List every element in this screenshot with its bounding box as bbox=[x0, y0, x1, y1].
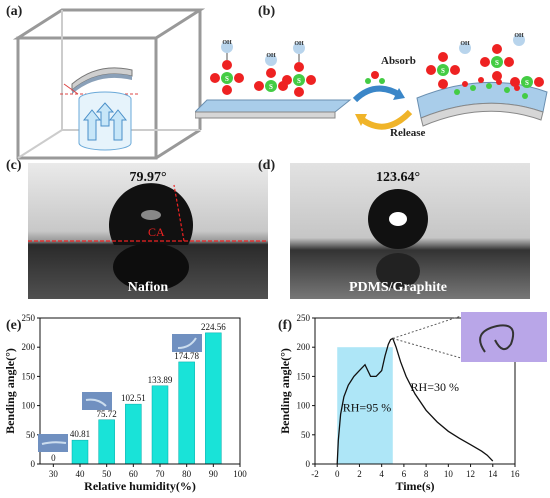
data-label: 102.51 bbox=[121, 393, 146, 403]
rh-high-label: RH=95 % bbox=[343, 400, 391, 414]
bar bbox=[178, 361, 195, 465]
svg-text:OH: OH bbox=[266, 53, 276, 59]
panel-label-f: (f) bbox=[278, 318, 292, 333]
absorb-label: Absorb bbox=[381, 55, 416, 67]
bending-angle-vs-time-chart: -2 0 2 4 6 8 10 12 14 16050100150200250Time(s)Ben… bbox=[278, 312, 547, 493]
x-tick-label: 6 bbox=[402, 469, 407, 479]
inset-photo-film bbox=[461, 312, 547, 362]
y-tick-label: 250 bbox=[22, 313, 36, 323]
svg-text:S: S bbox=[225, 75, 229, 83]
absorb-release-diagram: S OH S OH S OH Absorb Release S OH S OH … bbox=[195, 33, 548, 139]
series-line bbox=[336, 337, 494, 465]
svg-text:S: S bbox=[269, 83, 273, 91]
x-axis-title: Relative humidity(%) bbox=[84, 479, 196, 493]
x-axis-title: Time(s) bbox=[395, 479, 434, 493]
y-axis-title: Bending angle(°) bbox=[3, 348, 17, 434]
data-label: 40.81 bbox=[70, 429, 90, 439]
y-tick-label: 200 bbox=[297, 342, 311, 352]
x-tick-label: -2 bbox=[311, 469, 319, 479]
bar bbox=[98, 419, 115, 465]
plot-frame bbox=[314, 317, 516, 465]
data-label: 75.72 bbox=[97, 409, 117, 419]
rh-low-label: RH=30 % bbox=[411, 380, 459, 394]
x-tick-label: 16 bbox=[511, 469, 521, 479]
x-tick-label: 12 bbox=[466, 469, 475, 479]
plot-frame bbox=[39, 317, 241, 465]
svg-text:S: S bbox=[495, 59, 499, 67]
svg-text:S: S bbox=[441, 67, 445, 75]
angle-value-c: 79.97° bbox=[129, 170, 166, 185]
y-tick-label: 0 bbox=[306, 459, 311, 469]
y-tick-label: 250 bbox=[297, 313, 311, 323]
panel-label-b: (b) bbox=[258, 4, 276, 19]
y-tick-label: 50 bbox=[301, 430, 311, 440]
ca-label: CA bbox=[148, 225, 165, 239]
data-label: 224.56 bbox=[201, 322, 226, 332]
y-tick-label: 100 bbox=[297, 401, 311, 411]
svg-text:OH: OH bbox=[514, 33, 524, 39]
bar bbox=[125, 403, 142, 465]
x-tick-label: 2 bbox=[357, 469, 362, 479]
contact-angle-photo-pdms: 123.64° PDMS/Graphite bbox=[290, 163, 530, 299]
x-tick-label: 10 bbox=[444, 469, 454, 479]
x-tick-label: 70 bbox=[156, 469, 166, 479]
x-tick-label: 14 bbox=[488, 469, 498, 479]
x-tick-label: 100 bbox=[233, 469, 247, 479]
svg-text:S: S bbox=[525, 79, 529, 87]
y-tick-label: 100 bbox=[22, 401, 36, 411]
highlight-region bbox=[337, 347, 393, 464]
material-label-d: PDMS/Graphite bbox=[349, 280, 447, 295]
x-tick-label: 30 bbox=[49, 469, 59, 479]
x-tick-label: 40 bbox=[76, 469, 86, 479]
svg-text:OH: OH bbox=[222, 40, 232, 46]
inset-photo-80 bbox=[172, 334, 202, 352]
y-tick-label: 200 bbox=[22, 342, 36, 352]
y-tick-label: 50 bbox=[26, 430, 36, 440]
svg-text:S: S bbox=[297, 77, 301, 85]
svg-text:OH: OH bbox=[294, 41, 304, 47]
x-tick-label: 0 bbox=[335, 469, 340, 479]
panel-label-a: (a) bbox=[6, 4, 23, 19]
y-tick-label: 0 bbox=[31, 459, 36, 469]
bar bbox=[205, 332, 222, 465]
x-tick-label: 90 bbox=[209, 469, 219, 479]
bar bbox=[151, 385, 169, 465]
y-tick-label: 150 bbox=[22, 371, 36, 381]
material-label-c: Nafion bbox=[128, 280, 169, 295]
panel-label-d: (d) bbox=[258, 158, 276, 173]
x-tick-label: 4 bbox=[379, 469, 384, 479]
panel-label-c: (c) bbox=[6, 158, 22, 173]
svg-text:OH: OH bbox=[460, 41, 470, 47]
release-label: Release bbox=[390, 127, 426, 139]
data-label: 174.78 bbox=[174, 351, 199, 361]
panel-label-e: (e) bbox=[6, 318, 22, 333]
angle-value-d: 123.64° bbox=[376, 170, 420, 185]
y-axis-title: Bending angle(°) bbox=[278, 348, 292, 434]
y-tick-label: 150 bbox=[297, 371, 311, 381]
contact-angle-photo-nafion: CA 79.97° Nafion bbox=[28, 163, 268, 299]
data-label: 0 bbox=[51, 453, 56, 463]
x-tick-label: 80 bbox=[182, 469, 192, 479]
x-tick-label: 60 bbox=[129, 469, 139, 479]
x-tick-label: 50 bbox=[102, 469, 112, 479]
x-tick-label: 8 bbox=[424, 469, 429, 479]
bar bbox=[71, 439, 89, 465]
data-label: 133.89 bbox=[148, 375, 173, 385]
cube-diagram: θ bbox=[12, 8, 205, 160]
